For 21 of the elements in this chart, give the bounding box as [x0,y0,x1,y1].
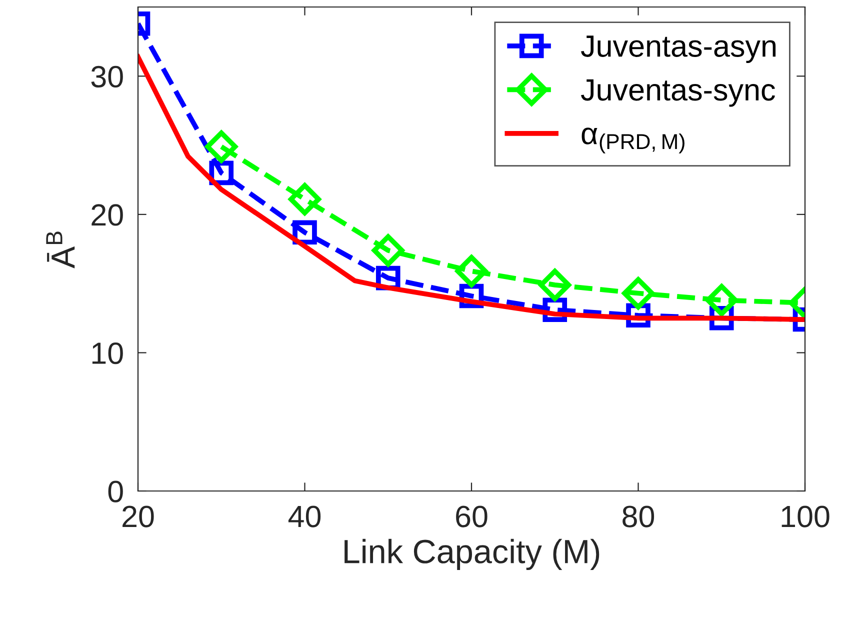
point [705,284,738,316]
point [622,277,654,310]
x-axis-title: Link Capacity (M) [344,538,600,570]
point [288,183,321,216]
y-tick-label: 20 [92,204,123,226]
legend-label: Juventas-sync [580,79,775,107]
point [205,130,238,163]
point [538,268,572,302]
legend-label: α$_{(PRD,M)}$ [582,128,684,154]
x-tick-label: 100 [782,506,830,528]
y-tick-label: 10 [92,342,123,364]
legend-label: Juventas-asyn [580,36,776,63]
x-tick-label: 80 [622,506,654,528]
x-tick-label: 60 [456,506,488,528]
y-axis-title: Ā$^{B}$ [46,232,75,268]
point [372,234,404,267]
x-tick-label: 40 [288,506,321,528]
x-tick-label: 20 [122,506,154,528]
point [455,254,488,288]
y-tick-label: 0 [108,480,123,502]
y-tick-label: 30 [91,66,123,88]
